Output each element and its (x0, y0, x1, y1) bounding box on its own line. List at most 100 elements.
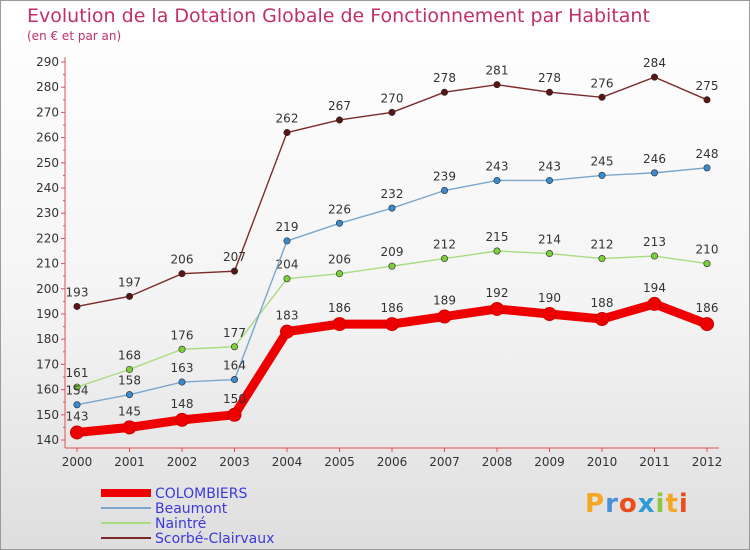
logo-letter: i (655, 489, 666, 519)
data-label-naintr-: 177 (223, 326, 246, 340)
logo-letter: x (637, 489, 656, 519)
data-label-colombiers: 183 (276, 309, 299, 323)
data-label-beaumont: 158 (118, 374, 141, 388)
y-tick-label: 160 (36, 383, 59, 397)
data-point-colombiers (332, 317, 347, 332)
y-tick-label: 280 (36, 80, 59, 94)
y-tick-label: 150 (36, 408, 59, 422)
data-label-beaumont: 243 (486, 159, 509, 173)
data-label-beaumont: 163 (171, 361, 194, 375)
data-label-colombiers: 186 (328, 301, 351, 315)
data-label-colombiers: 148 (171, 397, 194, 411)
data-point-naintr- (178, 345, 186, 353)
data-label-scorb-clairvaux: 275 (696, 79, 719, 93)
data-label-naintr-: 213 (643, 235, 666, 249)
data-point-beaumont (231, 376, 239, 384)
data-label-colombiers: 192 (486, 286, 509, 300)
x-tick-label: 2012 (692, 455, 723, 469)
data-label-colombiers: 194 (643, 281, 666, 295)
data-point-naintr- (598, 255, 606, 263)
legend-label-naintr-: Naintré (155, 516, 206, 532)
data-label-colombiers: 150 (223, 392, 246, 406)
data-label-scorb-clairvaux: 278 (538, 71, 561, 85)
data-label-scorb-clairvaux: 276 (591, 76, 614, 90)
data-label-scorb-clairvaux: 197 (118, 275, 141, 289)
y-tick-label: 260 (36, 131, 59, 145)
y-tick-label: 180 (36, 332, 59, 346)
data-point-beaumont (388, 204, 396, 212)
x-tick-label: 2000 (62, 455, 93, 469)
legend-label-beaumont: Beaumont (155, 501, 228, 517)
y-tick-label: 230 (36, 206, 59, 220)
data-point-scorb-clairvaux (335, 116, 343, 124)
data-point-beaumont (440, 187, 448, 195)
data-point-scorb-clairvaux (388, 108, 396, 116)
data-label-beaumont: 219 (276, 220, 299, 234)
data-point-scorb-clairvaux (283, 129, 291, 137)
data-label-beaumont: 239 (433, 170, 456, 184)
x-tick-label: 2006 (377, 455, 408, 469)
data-label-naintr-: 210 (696, 243, 719, 257)
data-label-colombiers: 188 (591, 296, 614, 310)
x-tick-label: 2008 (482, 455, 513, 469)
logo-letter: t (665, 489, 679, 519)
y-tick-label: 140 (36, 433, 59, 447)
chart-subtitle: (en € et par an) (27, 29, 122, 43)
y-tick-label: 290 (36, 55, 59, 69)
data-point-scorb-clairvaux (545, 88, 553, 96)
data-point-scorb-clairvaux (493, 81, 501, 89)
logo-letter: P (585, 489, 606, 519)
data-label-colombiers: 186 (696, 301, 719, 315)
data-point-colombiers (595, 312, 609, 327)
y-tick-label: 200 (36, 282, 59, 296)
data-label-scorb-clairvaux: 284 (643, 56, 666, 70)
data-label-beaumont: 164 (223, 359, 246, 373)
data-label-naintr-: 214 (538, 233, 561, 247)
data-point-scorb-clairvaux (650, 73, 658, 81)
data-label-colombiers: 145 (118, 404, 141, 418)
y-tick-label: 190 (36, 307, 59, 321)
data-point-beaumont (545, 176, 553, 184)
data-label-naintr-: 215 (486, 230, 509, 244)
data-point-beaumont (178, 378, 186, 386)
data-point-colombiers (70, 425, 84, 440)
logo-letter: r (605, 489, 619, 519)
data-label-beaumont: 226 (328, 202, 351, 216)
x-tick-label: 2009 (534, 455, 565, 469)
data-label-beaumont: 245 (591, 154, 614, 168)
data-point-naintr- (126, 365, 134, 373)
data-point-beaumont (598, 171, 606, 179)
data-label-colombiers: 189 (433, 294, 456, 308)
data-point-naintr- (703, 260, 711, 268)
data-point-scorb-clairvaux (178, 270, 186, 278)
logo-letter: i (678, 489, 689, 519)
data-point-beaumont (73, 401, 81, 409)
data-point-beaumont (650, 169, 658, 177)
data-point-colombiers (437, 309, 452, 324)
data-point-scorb-clairvaux (231, 267, 239, 275)
x-tick-label: 2003 (219, 455, 250, 469)
logo-letter: o (618, 489, 638, 519)
data-label-scorb-clairvaux: 278 (433, 71, 456, 85)
data-point-scorb-clairvaux (598, 93, 606, 101)
data-point-naintr- (650, 252, 658, 260)
data-point-colombiers (227, 407, 242, 422)
data-point-naintr- (440, 255, 448, 263)
data-point-beaumont (335, 219, 343, 227)
data-point-scorb-clairvaux (440, 88, 448, 96)
data-point-naintr- (545, 250, 553, 258)
x-tick-label: 2007 (429, 455, 460, 469)
data-label-beaumont: 243 (538, 159, 561, 173)
data-label-naintr-: 168 (118, 348, 141, 362)
data-label-scorb-clairvaux: 281 (486, 64, 509, 78)
data-point-colombiers (175, 412, 189, 427)
x-tick-label: 2010 (587, 455, 618, 469)
data-point-scorb-clairvaux (703, 96, 711, 104)
data-point-naintr- (231, 343, 239, 351)
x-tick-label: 2004 (272, 455, 303, 469)
data-point-colombiers (385, 317, 399, 332)
data-label-scorb-clairvaux: 207 (223, 250, 246, 264)
proxiti-logo: Proxiti (585, 489, 689, 519)
y-tick-label: 240 (36, 181, 59, 195)
